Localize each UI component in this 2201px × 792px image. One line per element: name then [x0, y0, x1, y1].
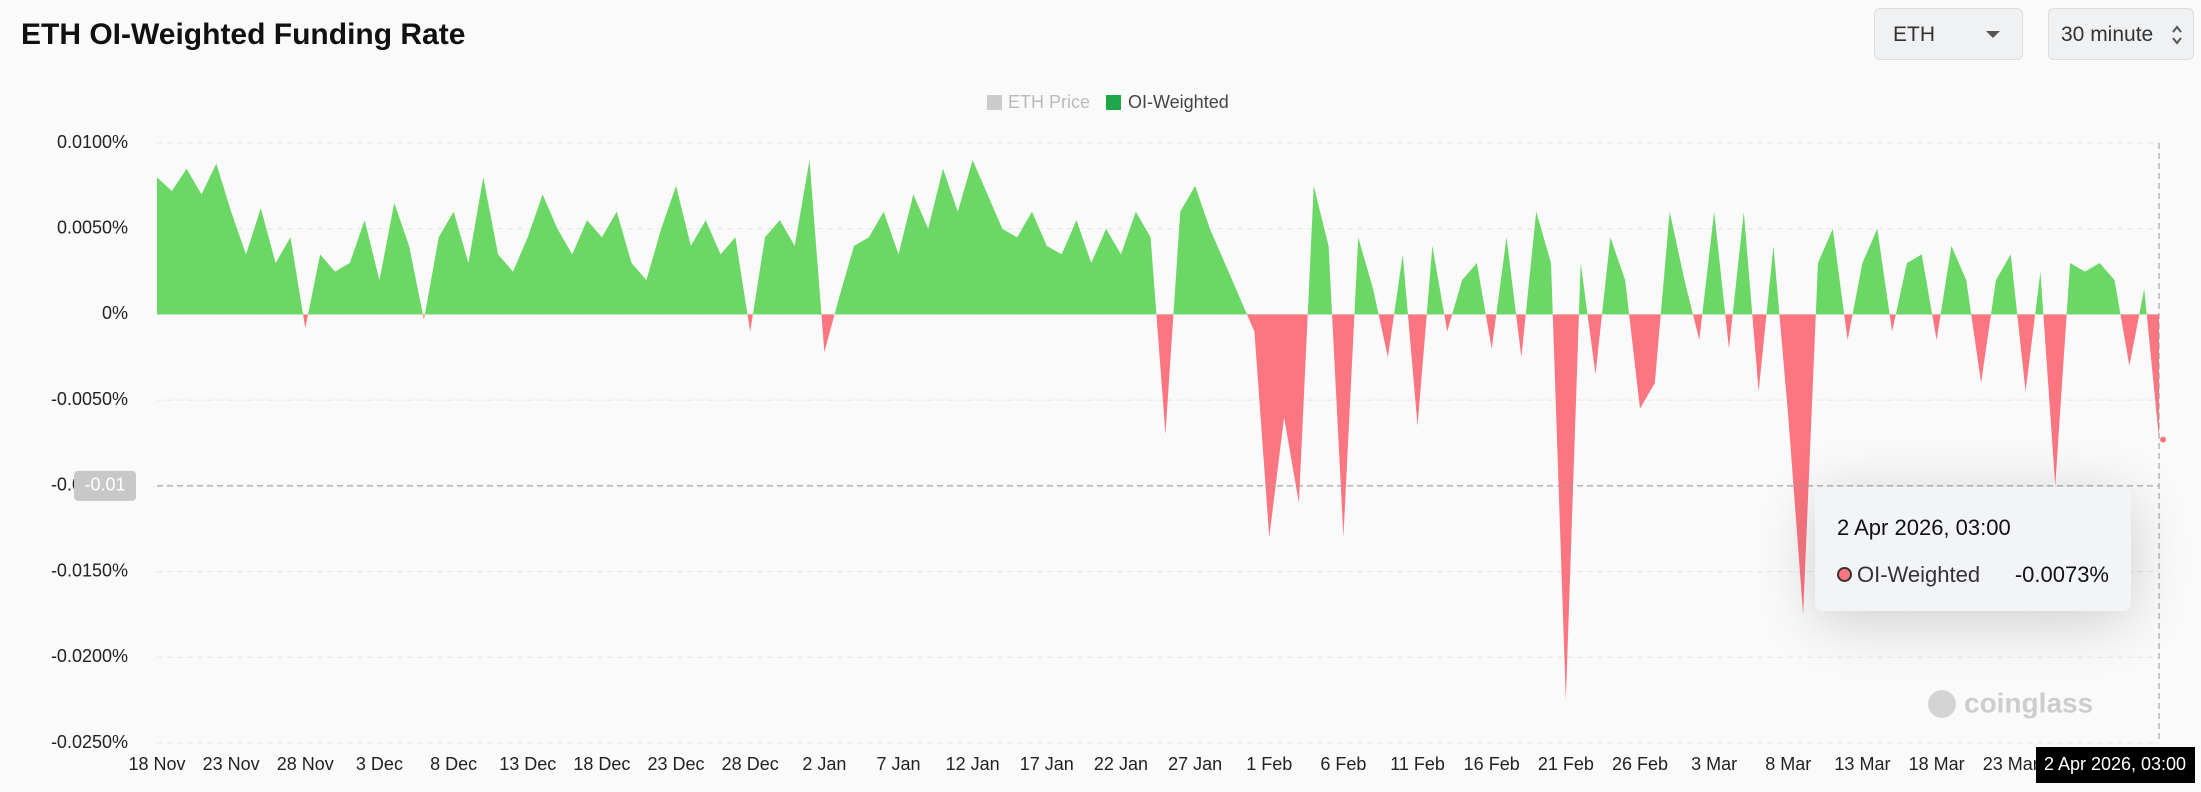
- title: ETH OI-Weighted Funding Rate: [21, 18, 466, 51]
- area: [157, 160, 2160, 701]
- tooltip-title: 2 Apr 2026, 03:00: [1837, 515, 2011, 540]
- x-tick-label: 21 Feb: [1538, 754, 1594, 774]
- x-tick-label: 12 Jan: [946, 754, 1000, 774]
- coin-select-text: ETH: [1893, 23, 1935, 46]
- x-tick-label: 7 Jan: [876, 754, 920, 774]
- legend-swatch: [987, 95, 1002, 110]
- tooltip-series: OI-Weighted: [1857, 562, 1981, 587]
- x-tick-label: 28 Nov: [277, 754, 334, 774]
- x-tick-label: 28 Dec: [722, 754, 779, 774]
- crosshair-label: -0.01: [84, 475, 125, 495]
- watermark: coinglass: [1964, 687, 2093, 718]
- legend-label: OI-Weighted: [1128, 92, 1229, 112]
- x-tick-label: 26 Feb: [1612, 754, 1668, 774]
- x-tick-label: 17 Jan: [1020, 754, 1074, 774]
- coin-select[interactable]: ETH: [1874, 8, 2023, 60]
- x-tick-label: 18 Mar: [1909, 754, 1965, 774]
- interval-select[interactable]: 30 minute: [2048, 8, 2194, 60]
- y-tick-label: 0%: [102, 303, 128, 323]
- x-tick-label: 3 Mar: [1691, 754, 1737, 774]
- interval-select-text: 30 minute: [2061, 23, 2154, 46]
- x-tick-label: 23 Nov: [203, 754, 260, 774]
- cursor-label-box: [2036, 747, 2195, 783]
- y-tick-label: -0.0200%: [51, 646, 128, 666]
- x-tick-label: 23 Mar: [1983, 754, 2039, 774]
- tooltip-marker: [1837, 567, 1852, 582]
- x-tick-label: 13 Dec: [499, 754, 556, 774]
- legend-label: ETH Price: [1008, 92, 1090, 112]
- hover-point: [2160, 436, 2167, 443]
- cursor-label: 2 Apr 2026, 03:00: [2044, 754, 2186, 774]
- x-tick-label: 11 Feb: [1390, 754, 1445, 774]
- tooltip-value: -0.0073%: [2014, 562, 2109, 587]
- x-tick-label: 18 Nov: [128, 754, 185, 774]
- stepper-arrows: [2172, 25, 2182, 45]
- x-tick-label: 23 Dec: [648, 754, 705, 774]
- tooltip: 2 Apr 2026, 03:00 OI-Weighted -0.0073%: [1815, 487, 2131, 611]
- x-tick-label: 27 Jan: [1168, 754, 1222, 774]
- x-tick-label: 16 Feb: [1464, 754, 1520, 774]
- legend-swatch: [1106, 95, 1121, 110]
- y-tick-label: -0.0250%: [51, 732, 128, 752]
- y-tick-label: -0.0050%: [51, 389, 128, 409]
- x-tick-label: 6 Feb: [1320, 754, 1366, 774]
- x-tick-label: 2 Jan: [802, 754, 846, 774]
- y-tick-label: 0.0050%: [57, 217, 128, 237]
- x-tick-label: 18 Dec: [573, 754, 630, 774]
- x-tick-label: 13 Mar: [1834, 754, 1890, 774]
- crosshair-label-box: [74, 470, 136, 501]
- x-tick-label: 8 Mar: [1765, 754, 1811, 774]
- dropdown-arrow: [1986, 31, 2000, 38]
- x-tick-label: 1 Feb: [1246, 754, 1292, 774]
- y-tick-label: 0.0100%: [57, 132, 128, 152]
- x-tick-label: 22 Jan: [1094, 754, 1148, 774]
- x-tick-label: 8 Dec: [430, 754, 477, 774]
- watermark-logo: [1928, 690, 1956, 718]
- y-tick-label: -0.0150%: [51, 560, 128, 580]
- x-tick-label: 3 Dec: [356, 754, 403, 774]
